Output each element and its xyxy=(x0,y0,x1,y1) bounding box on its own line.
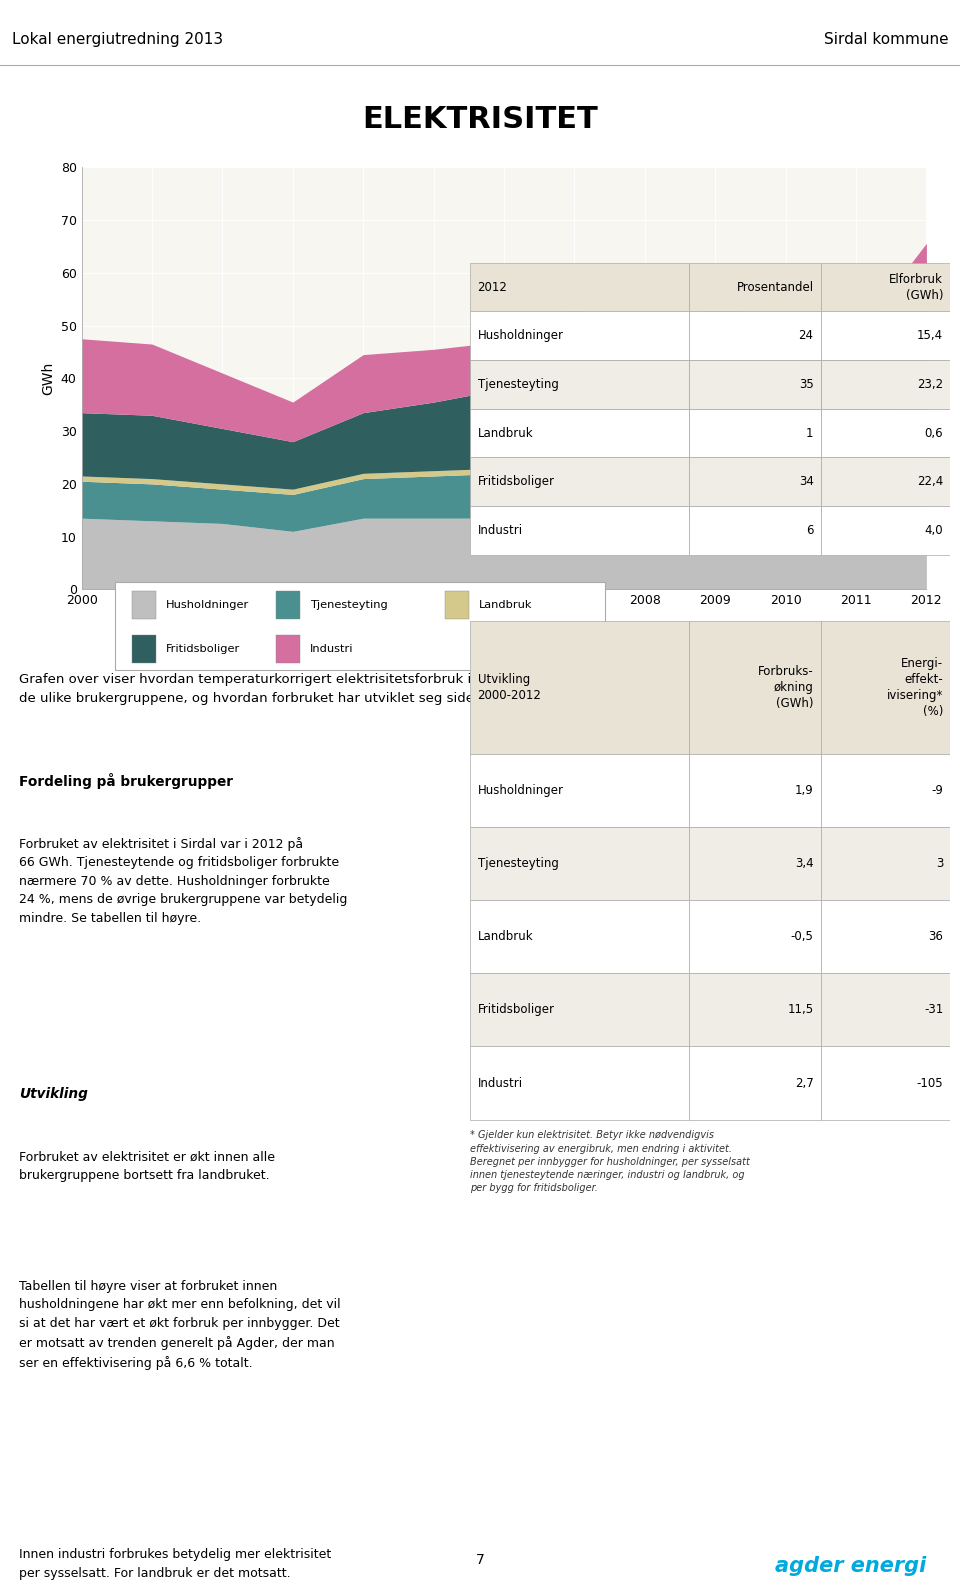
Text: Industri: Industri xyxy=(310,644,353,655)
Text: 7: 7 xyxy=(475,1553,485,1566)
Text: 1,9: 1,9 xyxy=(795,784,813,796)
Text: Forbruket av elektrisitet i Sirdal var i 2012 på
66 GWh. Tjenesteytende og friti: Forbruket av elektrisitet i Sirdal var i… xyxy=(19,836,348,926)
FancyBboxPatch shape xyxy=(821,900,950,973)
Text: agder energi: agder energi xyxy=(775,1556,926,1575)
Text: Sirdal kommune: Sirdal kommune xyxy=(824,32,948,48)
Text: Tabellen til høyre viser at forbruket innen
husholdningene har økt mer enn befol: Tabellen til høyre viser at forbruket in… xyxy=(19,1279,341,1370)
Text: -31: -31 xyxy=(924,1004,943,1016)
FancyBboxPatch shape xyxy=(276,636,300,663)
Text: 1: 1 xyxy=(806,427,813,440)
Text: Lokal energiutredning 2013: Lokal energiutredning 2013 xyxy=(12,32,223,48)
FancyBboxPatch shape xyxy=(688,621,821,753)
Text: Husholdninger: Husholdninger xyxy=(477,784,564,796)
Text: Landbruk: Landbruk xyxy=(479,601,532,610)
FancyBboxPatch shape xyxy=(688,1047,821,1120)
FancyBboxPatch shape xyxy=(470,621,688,753)
Text: 3,4: 3,4 xyxy=(795,857,813,870)
FancyBboxPatch shape xyxy=(821,457,950,507)
Text: Landbruk: Landbruk xyxy=(477,930,533,943)
FancyBboxPatch shape xyxy=(688,360,821,409)
Text: Utvikling: Utvikling xyxy=(19,1086,88,1101)
FancyBboxPatch shape xyxy=(132,591,156,618)
FancyBboxPatch shape xyxy=(688,900,821,973)
Text: -0,5: -0,5 xyxy=(791,930,813,943)
Text: Tjenesteyting: Tjenesteyting xyxy=(310,601,388,610)
FancyBboxPatch shape xyxy=(470,1047,688,1120)
FancyBboxPatch shape xyxy=(688,753,821,827)
FancyBboxPatch shape xyxy=(470,457,688,507)
Text: Grafen over viser hvordan temperaturkorrigert elektrisitetsforbruk i Sirdal komm: Grafen over viser hvordan temperaturkorr… xyxy=(19,672,689,704)
Text: 3: 3 xyxy=(936,857,943,870)
FancyBboxPatch shape xyxy=(470,753,688,827)
FancyBboxPatch shape xyxy=(470,312,688,360)
Text: 15,4: 15,4 xyxy=(917,330,943,342)
Text: Tjenesteyting: Tjenesteyting xyxy=(477,378,559,390)
FancyBboxPatch shape xyxy=(688,263,821,312)
Text: 34: 34 xyxy=(799,475,813,487)
Text: 6: 6 xyxy=(806,524,813,537)
FancyBboxPatch shape xyxy=(821,263,950,312)
Y-axis label: GWh: GWh xyxy=(41,362,55,395)
FancyBboxPatch shape xyxy=(470,827,688,900)
FancyBboxPatch shape xyxy=(821,973,950,1047)
FancyBboxPatch shape xyxy=(821,621,950,753)
FancyBboxPatch shape xyxy=(688,312,821,360)
Text: * Gjelder kun elektrisitet. Betyr ikke nødvendigvis
effektivisering av energibru: * Gjelder kun elektrisitet. Betyr ikke n… xyxy=(470,1131,751,1193)
Text: Husholdninger: Husholdninger xyxy=(166,601,250,610)
FancyBboxPatch shape xyxy=(470,360,688,409)
Text: 24: 24 xyxy=(799,330,813,342)
FancyBboxPatch shape xyxy=(688,827,821,900)
FancyBboxPatch shape xyxy=(276,591,300,618)
FancyBboxPatch shape xyxy=(132,636,156,663)
Text: Fritidsboliger: Fritidsboliger xyxy=(477,475,555,487)
Text: Fritidsboliger: Fritidsboliger xyxy=(166,644,240,655)
Text: Landbruk: Landbruk xyxy=(477,427,533,440)
FancyBboxPatch shape xyxy=(688,409,821,457)
Text: Fritidsboliger: Fritidsboliger xyxy=(477,1004,555,1016)
Text: 2012: 2012 xyxy=(477,280,508,293)
Text: 4,0: 4,0 xyxy=(924,524,943,537)
FancyBboxPatch shape xyxy=(470,973,688,1047)
FancyBboxPatch shape xyxy=(821,753,950,827)
Text: 23,2: 23,2 xyxy=(917,378,943,390)
Text: 35: 35 xyxy=(799,378,813,390)
FancyBboxPatch shape xyxy=(821,312,950,360)
FancyBboxPatch shape xyxy=(470,263,688,312)
FancyBboxPatch shape xyxy=(821,1047,950,1120)
FancyBboxPatch shape xyxy=(821,507,950,554)
Text: Elforbruk
(GWh): Elforbruk (GWh) xyxy=(889,272,943,301)
Text: Energi-
effekt-
ivisering*
(%): Energi- effekt- ivisering* (%) xyxy=(887,658,943,718)
FancyBboxPatch shape xyxy=(688,457,821,507)
FancyBboxPatch shape xyxy=(115,581,606,671)
Text: Industri: Industri xyxy=(477,1077,523,1090)
Text: Forbruket av elektrisitet er økt innen alle
brukergruppene bortsett fra landbruk: Forbruket av elektrisitet er økt innen a… xyxy=(19,1150,276,1182)
Text: Innen industri forbrukes betydelig mer elektrisitet
per sysselsatt. For landbruk: Innen industri forbrukes betydelig mer e… xyxy=(19,1548,331,1580)
Text: 22,4: 22,4 xyxy=(917,475,943,487)
FancyBboxPatch shape xyxy=(821,409,950,457)
FancyBboxPatch shape xyxy=(688,973,821,1047)
Text: Prosentandel: Prosentandel xyxy=(736,280,813,293)
Text: Utvikling
2000-2012: Utvikling 2000-2012 xyxy=(477,674,541,703)
Text: Forbruks-
økning
(GWh): Forbruks- økning (GWh) xyxy=(757,666,813,710)
Text: -9: -9 xyxy=(931,784,943,796)
Text: Husholdninger: Husholdninger xyxy=(477,330,564,342)
FancyBboxPatch shape xyxy=(444,591,468,618)
FancyBboxPatch shape xyxy=(688,507,821,554)
Text: Tjenesteyting: Tjenesteyting xyxy=(477,857,559,870)
FancyBboxPatch shape xyxy=(470,900,688,973)
Text: 2,7: 2,7 xyxy=(795,1077,813,1090)
FancyBboxPatch shape xyxy=(821,827,950,900)
FancyBboxPatch shape xyxy=(470,507,688,554)
Text: 0,6: 0,6 xyxy=(924,427,943,440)
Text: -105: -105 xyxy=(917,1077,943,1090)
FancyBboxPatch shape xyxy=(470,409,688,457)
Text: 11,5: 11,5 xyxy=(787,1004,813,1016)
Text: ELEKTRISITET: ELEKTRISITET xyxy=(362,105,598,134)
Text: Industri: Industri xyxy=(477,524,523,537)
FancyBboxPatch shape xyxy=(821,360,950,409)
Text: Fordeling på brukergrupper: Fordeling på brukergrupper xyxy=(19,773,233,789)
Text: 36: 36 xyxy=(928,930,943,943)
